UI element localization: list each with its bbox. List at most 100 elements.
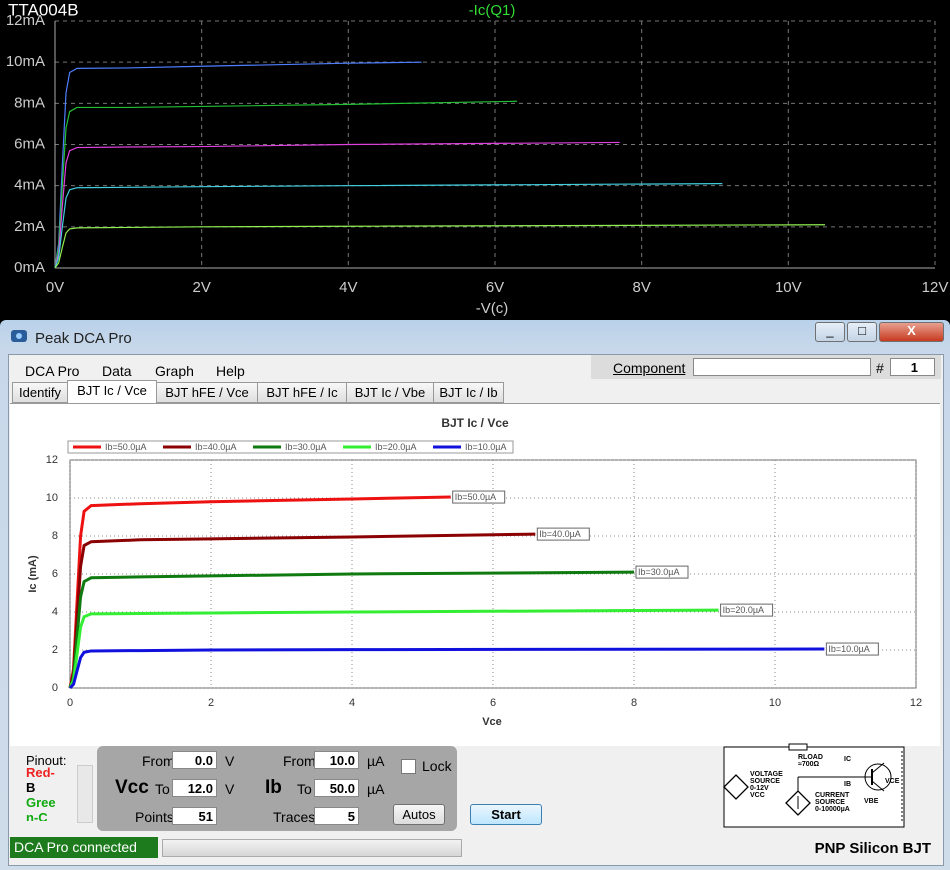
curve [68,608,719,689]
y-tick-label: 10mA [6,53,45,70]
x-tick-label: 8V [632,279,650,296]
x-axis-label: -V(c) [476,300,509,317]
menu-item[interactable]: DCA Pro [25,363,80,379]
tab[interactable]: BJT Ic / Ib [433,382,504,403]
x-tick-label: 2V [192,279,210,296]
curve [68,495,451,689]
tab[interactable]: Identify [12,382,68,403]
pinout-list: Red- B Gree n-C [26,765,90,821]
x-tick-label: 4V [339,279,357,296]
circuit-text: CURRENT [815,792,850,799]
wire [871,780,885,792]
end-label-box [452,490,506,504]
resistor [788,743,808,751]
vcc-from-input[interactable]: 0.0 [172,751,217,769]
circuit-diagram: VOLTAGE SOURCE 0-12V VCC CURRENT SOURCE … [723,743,905,828]
x-tick-label: 0V [46,279,64,296]
y-tick-label: 2mA [14,218,45,235]
y-tick-label: 4 [52,606,58,618]
tab-selected[interactable]: BJT Ic / Vce [67,380,157,404]
minimize-button[interactable]: _ [815,322,845,342]
vcc-to-label: To [155,781,170,797]
circuit-text: SOURCE [750,778,780,785]
x-tick-label: 8 [631,697,637,709]
y-tick-label: 6mA [14,135,45,152]
end-label-box [536,527,590,541]
y-tick-label: 6 [52,568,58,580]
curve [54,61,422,269]
ib-to-label: To [297,781,312,797]
end-label-box [720,603,774,617]
number-input[interactable]: 1 [890,358,935,376]
app-window: Peak DCA Pro _ □ X DCA Pro Data Graph He… [0,320,950,870]
x-tick-label: 6V [486,279,504,296]
chart-title: BJT Ic / Vce [441,416,509,430]
menu-item[interactable]: Help [216,363,245,379]
component-input[interactable] [693,358,871,376]
pinout-line: Gree [26,795,56,810]
circuit-text: VBE [864,798,879,805]
unit: V [225,753,235,769]
y-tick-label: 4mA [14,177,45,194]
tab[interactable]: BJT hFE / Vce [156,382,258,403]
x-tick-label: 12V [922,279,949,296]
circuit-text: IB [844,781,851,788]
unit: µA [367,753,385,769]
ltspice-plot: TTA004B -Ic(Q1) -V(c) 0V 2V 4V 6V 8V 10V 12V 0m… [6,0,949,317]
unit: V [225,781,235,797]
pinout-label: Pinout: [26,753,67,768]
end-label: Ib=40.0µA [539,529,580,539]
autos-button[interactable]: Autos [393,804,445,825]
trace-label: -Ic(Q1) [469,2,516,19]
legend-frame [67,440,514,454]
x-tick-label: 0 [67,697,73,709]
start-button[interactable]: Start [470,804,542,825]
menu-item[interactable]: Data [102,363,132,379]
unit: µA [367,781,385,797]
legend-label: Ib=10.0µA [465,442,506,452]
close-button[interactable]: X [879,322,944,342]
ib-to-input[interactable]: 50.0 [314,779,359,797]
traces-input[interactable]: 5 [314,807,359,825]
circuit-text: VCC [750,792,765,799]
y-tick-label: 8 [52,530,58,542]
circuit-text: RLOAD [798,754,823,761]
settings-panel: From 0.0 V Vcc To 12.0 V Points 51 From … [97,746,457,831]
lock-checkbox[interactable] [401,759,416,774]
circuit-text: IC [844,756,851,763]
legend-label: Ib=20.0µA [375,442,416,452]
points-label: Points [135,809,174,825]
circuit-text: 0-12V [750,785,769,792]
tab[interactable]: BJT hFE / Ic [257,382,347,403]
legend-label: Ib=30.0µA [285,442,326,452]
y-tick-label: 10 [46,492,58,504]
circuit-text: ≈700Ω [798,761,820,768]
pinout-scrollbar[interactable] [77,765,93,823]
x-axis-label: Vce [482,716,502,728]
y-tick-label: 2 [52,644,58,656]
lock-label: Lock [422,758,452,774]
x-tick-label: 10V [775,279,802,296]
points-input[interactable]: 51 [172,807,217,825]
y-tick-label: 0 [52,682,58,694]
end-label: Ib=10.0µA [828,644,869,654]
x-tick-label: 6 [490,697,496,709]
number-label: # [876,360,884,376]
x-tick-label: 12 [910,697,922,709]
curve [54,224,826,269]
menu-item[interactable]: Graph [155,363,194,379]
end-label: Ib=50.0µA [455,492,496,502]
vcc-to-input[interactable]: 12.0 [172,779,217,797]
bjt-chart: BJT Ic / Vce Vce Ic (mA) 0 2 4 6 8 10 12 0 2 4 6 8 1… [27,416,922,728]
curve [54,141,620,269]
vcc-label: Vcc [115,777,149,798]
maximize-button[interactable]: □ [847,322,877,342]
y-tick-label: 0mA [14,259,45,276]
tab[interactable]: BJT Ic / Vbe [346,382,434,403]
pinout-line: n-C [26,810,48,821]
ib-from-input[interactable]: 10.0 [314,751,359,769]
circuit-text: VOLTAGE [750,771,783,778]
window-title: Peak DCA Pro [35,330,132,347]
device-type: PNP Silicon BJT [814,840,931,857]
